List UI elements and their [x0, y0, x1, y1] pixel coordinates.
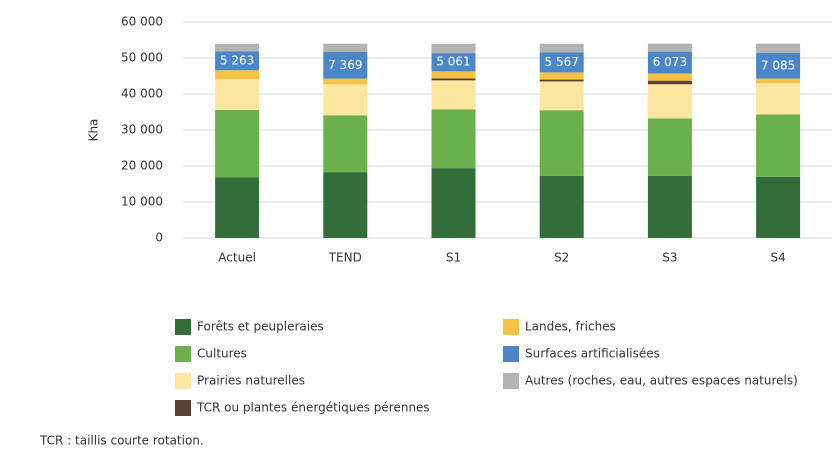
- x-tick-label: S1: [446, 251, 461, 265]
- legend-label: Cultures: [197, 347, 247, 361]
- x-tick-label: TEND: [328, 251, 362, 265]
- legend-label: Autres (roches, eau, autres espaces natu…: [525, 374, 798, 388]
- bar-segment: [539, 81, 584, 111]
- value-label: 6 073: [653, 55, 687, 69]
- bar-segment: [539, 110, 584, 176]
- bar-segment: [647, 175, 692, 238]
- y-tick-label: 60 000: [121, 15, 163, 29]
- y-tick-label: 10 000: [121, 195, 163, 209]
- bar-segment: [431, 71, 476, 79]
- value-label: 7 085: [761, 58, 795, 72]
- bar-segment: [323, 115, 368, 173]
- footnote: TCR : taillis courte rotation.: [39, 434, 204, 448]
- bar-segment: [215, 177, 260, 238]
- legend-swatch: [175, 346, 191, 362]
- bar-segment: [215, 109, 260, 178]
- bar-segment: [539, 175, 584, 238]
- bar-segment: [323, 51, 368, 79]
- bar-segment: [539, 52, 584, 73]
- bar-segment: [647, 84, 692, 119]
- y-axis-label: Kha: [87, 119, 101, 142]
- legend-swatch: [503, 319, 519, 335]
- bar-segment: [215, 43, 260, 52]
- legend-swatch: [503, 346, 519, 362]
- y-tick-label: 20 000: [121, 159, 163, 173]
- bar-segment: [215, 70, 260, 80]
- bar-segment: [431, 80, 476, 110]
- legend-swatch: [175, 373, 191, 389]
- legend-swatch: [175, 319, 191, 335]
- bar-segment: [756, 176, 801, 238]
- bar-segment: [539, 43, 584, 53]
- y-tick-label: 50 000: [121, 51, 163, 65]
- bar-segment: [431, 109, 476, 169]
- legend-label: Forêts et peupleraies: [197, 320, 324, 334]
- legend-swatch: [503, 373, 519, 389]
- bar-segment: [756, 43, 801, 54]
- value-label: 5 061: [436, 55, 470, 69]
- legend-label: TCR ou plantes énergétiques pérennes: [196, 401, 430, 415]
- legend-label: Surfaces artificialisées: [525, 347, 660, 361]
- bar-segment: [431, 43, 476, 54]
- x-tick-label: S2: [554, 251, 569, 265]
- x-tick-label: Actuel: [218, 251, 256, 265]
- bar-segment: [539, 79, 584, 82]
- bar-segment: [756, 83, 801, 115]
- y-tick-label: 0: [155, 231, 163, 245]
- bar-segment: [647, 118, 692, 176]
- value-label: 5 567: [545, 55, 579, 69]
- x-tick-label: S3: [662, 251, 677, 265]
- bar-segment: [539, 72, 584, 80]
- bar-segment: [215, 51, 260, 71]
- legend-label: Prairies naturelles: [197, 374, 305, 388]
- legend-swatch: [175, 400, 191, 416]
- bar-segment: [647, 73, 692, 81]
- bar-segment: [756, 114, 801, 177]
- bar-segment: [323, 78, 368, 85]
- bar-segment: [431, 168, 476, 238]
- bar-segment: [647, 51, 692, 74]
- value-label: 5 263: [220, 53, 254, 67]
- bar-segment: [647, 80, 692, 85]
- bar-segment: [756, 53, 801, 79]
- bar-segment: [431, 53, 476, 72]
- value-label: 7 369: [328, 58, 362, 72]
- bar-segment: [323, 84, 368, 116]
- y-tick-label: 30 000: [121, 123, 163, 137]
- bar-segment: [431, 78, 476, 81]
- bar-segment: [323, 172, 368, 238]
- bar-segment: [215, 79, 260, 110]
- bar-segment: [647, 43, 692, 52]
- bar-segment: [756, 78, 801, 84]
- bar-segment: [323, 43, 368, 52]
- x-tick-label: S4: [770, 251, 785, 265]
- y-tick-label: 40 000: [121, 87, 163, 101]
- legend-label: Landes, friches: [525, 320, 616, 334]
